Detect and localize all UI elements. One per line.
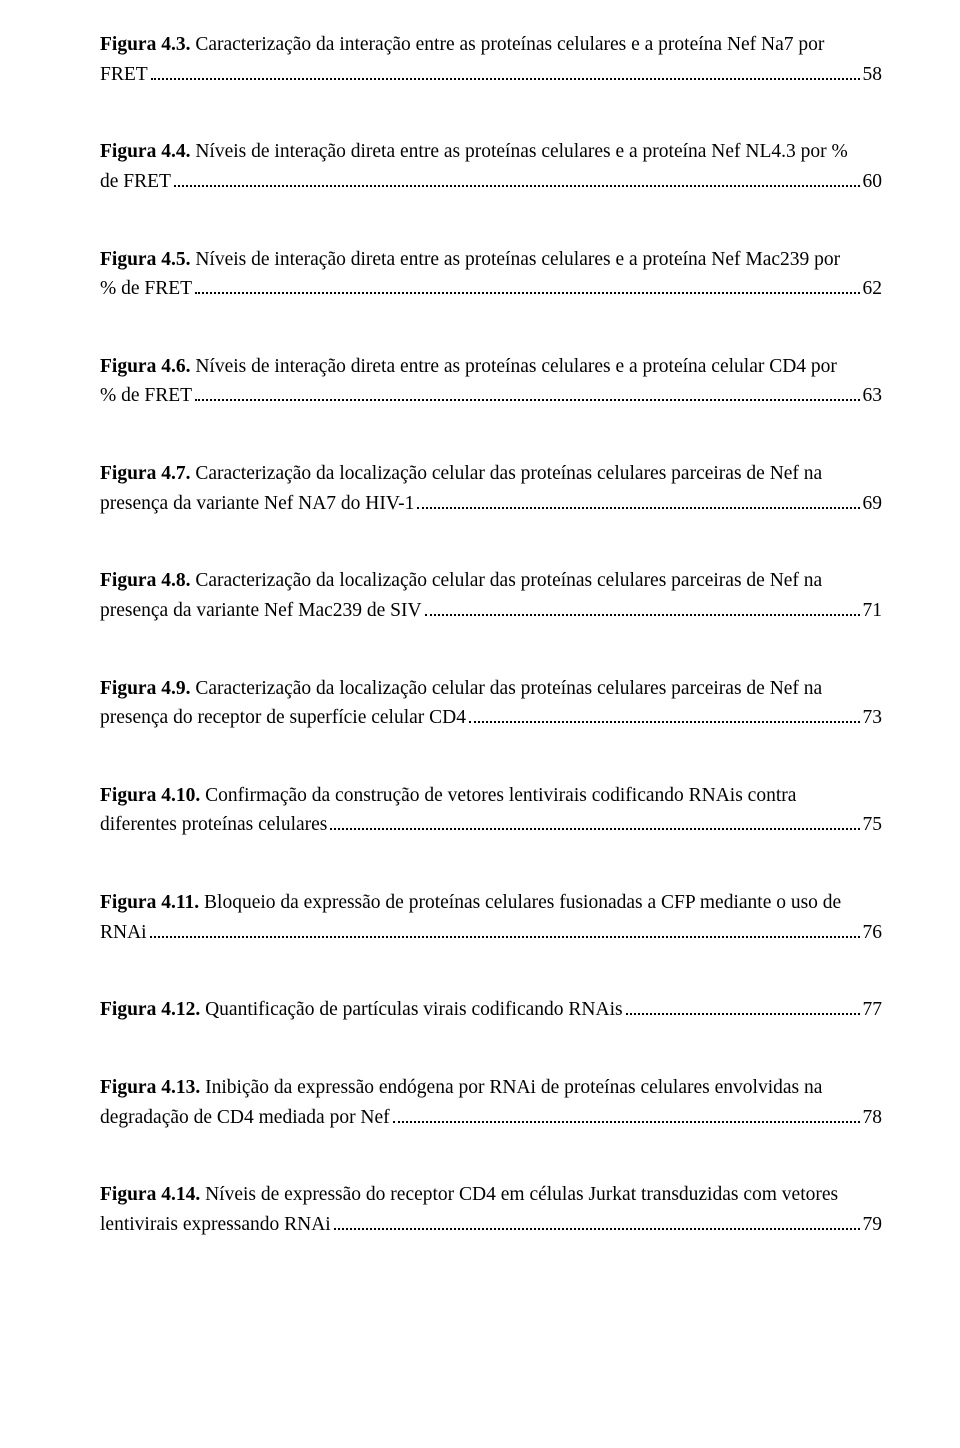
- figure-text: Níveis de interação direta entre as prot…: [190, 249, 840, 270]
- figure-text-tail: presença da variante Nef NA7 do HIV-1: [100, 489, 414, 519]
- figure-text-tail: presença do receptor de superfície celul…: [100, 703, 466, 733]
- figure-text: Níveis de interação direta entre as prot…: [190, 141, 847, 162]
- figure-text-tail: FRET: [100, 60, 148, 90]
- page-number: 77: [863, 995, 883, 1025]
- page-number: 73: [863, 703, 883, 733]
- figure-text: Confirmação da construção de vetores len…: [200, 785, 796, 806]
- figure-entry: Figura 4.13. Inibição da expressão endóg…: [100, 1073, 882, 1132]
- figure-text: Caracterização da localização celular da…: [190, 463, 822, 484]
- leader-line: presença da variante Nef NA7 do HIV-1 69: [100, 489, 882, 519]
- page-number: 63: [863, 381, 883, 411]
- page-number: 76: [863, 918, 883, 948]
- page-number: 75: [863, 810, 883, 840]
- leader-dots: [195, 281, 859, 294]
- figure-entry: Figura 4.12. Quantificação de partículas…: [100, 995, 882, 1025]
- leader-line: RNAi 76: [100, 918, 882, 948]
- leader-line: degradação de CD4 mediada por Nef 78: [100, 1103, 882, 1133]
- figure-label: Figura 4.6.: [100, 356, 190, 377]
- figure-label: Figura 4.7.: [100, 463, 190, 484]
- figure-entry: Figura 4.8. Caracterização da localizaçã…: [100, 566, 882, 625]
- figure-text: Inibição da expressão endógena por RNAi …: [200, 1077, 822, 1098]
- figure-entry: Figura 4.11. Bloqueio da expressão de pr…: [100, 888, 882, 947]
- figure-entry: Figura 4.3. Caracterização da interação …: [100, 30, 882, 89]
- figure-label: Figura 4.3.: [100, 34, 190, 55]
- leader-line: presença do receptor de superfície celul…: [100, 703, 882, 733]
- leader-line: Figura 4.12. Quantificação de partículas…: [100, 995, 882, 1025]
- figure-text-tail: degradação de CD4 mediada por Nef: [100, 1103, 390, 1133]
- figure-text-tail: presença da variante Nef Mac239 de SIV: [100, 596, 422, 626]
- figure-label: Figura 4.5.: [100, 249, 190, 270]
- leader-dots: [330, 818, 859, 831]
- leader-dots: [195, 389, 859, 402]
- figure-entry: Figura 4.7. Caracterização da localizaçã…: [100, 459, 882, 518]
- page-number: 79: [863, 1210, 883, 1240]
- figure-label: Figura 4.4.: [100, 141, 190, 162]
- figure-label: Figura 4.14.: [100, 1184, 200, 1205]
- leader-line: diferentes proteínas celulares 75: [100, 810, 882, 840]
- leader-line: presença da variante Nef Mac239 de SIV 7…: [100, 596, 882, 626]
- figure-entry: Figura 4.4. Níveis de interação direta e…: [100, 137, 882, 196]
- figure-text-tail: % de FRET: [100, 381, 192, 411]
- figure-entry: Figura 4.10. Confirmação da construção d…: [100, 781, 882, 840]
- figure-entry: Figura 4.5. Níveis de interação direta e…: [100, 245, 882, 304]
- figure-text-tail: diferentes proteínas celulares: [100, 810, 327, 840]
- page-number: 58: [863, 60, 883, 90]
- figure-text: Caracterização da interação entre as pro…: [190, 34, 824, 55]
- page-number: 71: [863, 596, 883, 626]
- page-number: 62: [863, 274, 883, 304]
- figure-text: Caracterização da localização celular da…: [190, 570, 822, 591]
- leader-dots: [151, 67, 860, 80]
- leader-dots: [174, 174, 860, 187]
- leader-dots: [393, 1110, 860, 1123]
- figure-text-tail: Figura 4.12. Quantificação de partículas…: [100, 995, 623, 1025]
- figure-label: Figura 4.10.: [100, 785, 200, 806]
- figure-text-tail: % de FRET: [100, 274, 192, 304]
- leader-line: % de FRET 63: [100, 381, 882, 411]
- leader-dots: [469, 710, 860, 723]
- figure-text-tail: RNAi: [100, 918, 147, 948]
- figure-entry: Figura 4.14. Níveis de expressão do rece…: [100, 1180, 882, 1239]
- leader-dots: [150, 925, 860, 938]
- leader-dots: [425, 603, 860, 616]
- figure-label: Figura 4.11.: [100, 892, 199, 913]
- figure-label: Figura 4.13.: [100, 1077, 200, 1098]
- figure-entry: Figura 4.6. Níveis de interação direta e…: [100, 352, 882, 411]
- leader-line: de FRET 60: [100, 167, 882, 197]
- leader-dots: [417, 496, 859, 509]
- figure-text: Caracterização da localização celular da…: [190, 678, 822, 699]
- leader-line: FRET 58: [100, 60, 882, 90]
- figure-text-tail: lentivirais expressando RNAi: [100, 1210, 331, 1240]
- figure-label: Figura 4.8.: [100, 570, 190, 591]
- page: Figura 4.3. Caracterização da interação …: [0, 0, 960, 1448]
- figure-text-tail: de FRET: [100, 167, 171, 197]
- page-number: 60: [863, 167, 883, 197]
- leader-dots: [626, 1003, 860, 1016]
- leader-line: % de FRET 62: [100, 274, 882, 304]
- figure-entry: Figura 4.9. Caracterização da localizaçã…: [100, 674, 882, 733]
- figure-text: Níveis de interação direta entre as prot…: [190, 356, 836, 377]
- figure-label: Figura 4.9.: [100, 678, 190, 699]
- figure-label: Figura 4.12.: [100, 999, 200, 1020]
- page-number: 78: [863, 1103, 883, 1133]
- leader-line: lentivirais expressando RNAi 79: [100, 1210, 882, 1240]
- leader-dots: [334, 1217, 860, 1230]
- page-number: 69: [863, 489, 883, 519]
- figure-text: Níveis de expressão do receptor CD4 em c…: [200, 1184, 838, 1205]
- figure-text: Bloqueio da expressão de proteínas celul…: [199, 892, 841, 913]
